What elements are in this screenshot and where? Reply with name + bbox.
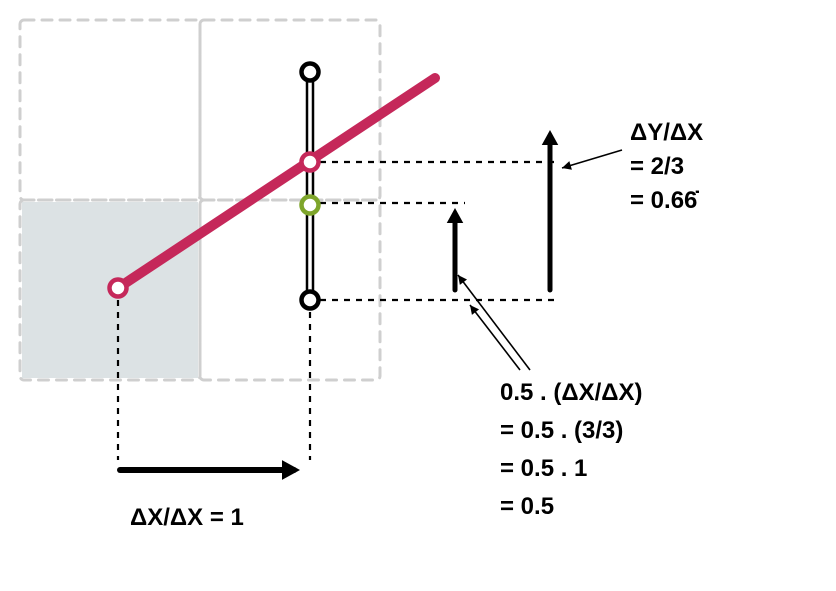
- grid-cell: [200, 200, 380, 380]
- arrow-head-icon: [542, 130, 559, 145]
- marker-cross: [302, 154, 319, 171]
- arrow-head-icon: [470, 305, 479, 315]
- label-text: = 0.5 . (3/3): [500, 417, 623, 444]
- callout-line: [470, 305, 520, 370]
- marker-mid: [302, 197, 319, 214]
- marker-bottom: [302, 292, 319, 309]
- marker-start: [110, 280, 127, 297]
- marker-top: [302, 64, 319, 81]
- label-text: = 0.5 . 1: [500, 455, 587, 482]
- label-text: = 0.5: [500, 493, 554, 520]
- callout-line: [562, 150, 622, 168]
- label-text: 0.5 . (ΔX/ΔX): [500, 379, 643, 406]
- label-text: = 2/3: [630, 153, 684, 180]
- label-text: = 0.66̇: [630, 187, 699, 214]
- grid-cell: [20, 20, 200, 200]
- arrow-head-icon: [562, 161, 572, 170]
- arrow-head-icon: [282, 460, 300, 480]
- arrow-head-icon: [458, 275, 467, 285]
- label-text: ΔX/ΔX = 1: [130, 504, 244, 531]
- label-text: ΔY/ΔX: [630, 119, 703, 146]
- diagonal-line: [115, 78, 435, 290]
- arrow-head-icon: [447, 208, 464, 223]
- callout-line: [458, 275, 530, 370]
